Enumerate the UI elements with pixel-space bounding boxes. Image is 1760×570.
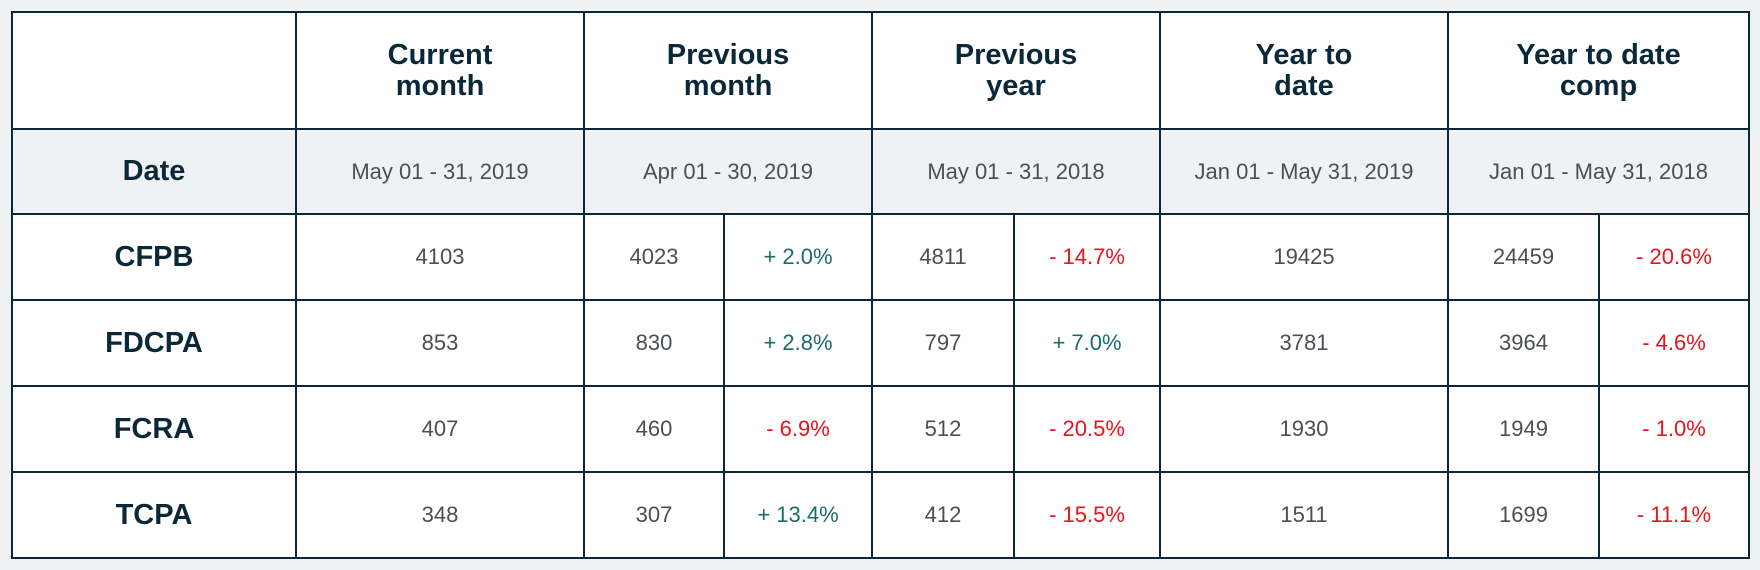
row-label: FCRA bbox=[11, 385, 297, 473]
current-month-value: 853 bbox=[295, 299, 585, 387]
ytd-comp-change: - 4.6% bbox=[1598, 299, 1750, 387]
year-to-date-value: 19425 bbox=[1159, 213, 1449, 301]
previous-year-value: 797 bbox=[871, 299, 1015, 387]
comparison-table: Current month Previous month Previous ye… bbox=[11, 11, 1750, 559]
table-row: FDCPA 853 830 + 2.8% 797 + 7.0% 3781 396… bbox=[11, 299, 1750, 387]
corner-cell bbox=[11, 11, 297, 130]
previous-month-value: 830 bbox=[583, 299, 725, 387]
col-header-line: month bbox=[683, 69, 773, 102]
previous-year-change: + 7.0% bbox=[1013, 299, 1161, 387]
table-row: CFPB 4103 4023 + 2.0% 4811 - 14.7% 19425… bbox=[11, 213, 1750, 301]
comparison-table-container: Current month Previous month Previous ye… bbox=[11, 11, 1750, 559]
previous-month-change: + 2.8% bbox=[723, 299, 873, 387]
previous-year-change: - 20.5% bbox=[1013, 385, 1161, 473]
col-header-previous-month: Previous month bbox=[583, 11, 873, 130]
date-year-to-date: Jan 01 - May 31, 2019 bbox=[1159, 128, 1449, 215]
previous-year-value: 412 bbox=[871, 471, 1015, 559]
ytd-comp-change: - 20.6% bbox=[1598, 213, 1750, 301]
date-row-label: Date bbox=[11, 128, 297, 215]
ytd-comp-value: 1949 bbox=[1447, 385, 1600, 473]
year-to-date-value: 1511 bbox=[1159, 471, 1449, 559]
previous-month-change: + 13.4% bbox=[723, 471, 873, 559]
current-month-value: 407 bbox=[295, 385, 585, 473]
row-label: CFPB bbox=[11, 213, 297, 301]
previous-month-change: - 6.9% bbox=[723, 385, 873, 473]
row-label: FDCPA bbox=[11, 299, 297, 387]
current-month-value: 348 bbox=[295, 471, 585, 559]
previous-year-value: 4811 bbox=[871, 213, 1015, 301]
col-header-line: comp bbox=[1559, 69, 1638, 102]
ytd-comp-change: - 11.1% bbox=[1598, 471, 1750, 559]
column-header-row: Current month Previous month Previous ye… bbox=[11, 11, 1750, 130]
current-month-value: 4103 bbox=[295, 213, 585, 301]
col-header-line: Year to date bbox=[1516, 38, 1681, 71]
table-row: TCPA 348 307 + 13.4% 412 - 15.5% 1511 16… bbox=[11, 471, 1750, 559]
date-current-month: May 01 - 31, 2019 bbox=[295, 128, 585, 215]
col-header-line: year bbox=[986, 69, 1046, 102]
date-ytd-comp: Jan 01 - May 31, 2018 bbox=[1447, 128, 1750, 215]
ytd-comp-value: 24459 bbox=[1447, 213, 1600, 301]
date-previous-year: May 01 - 31, 2018 bbox=[871, 128, 1161, 215]
ytd-comp-change: - 1.0% bbox=[1598, 385, 1750, 473]
col-header-ytd-comp: Year to date comp bbox=[1447, 11, 1750, 130]
previous-month-change: + 2.0% bbox=[723, 213, 873, 301]
col-header-year-to-date: Year to date bbox=[1159, 11, 1449, 130]
col-header-line: Current bbox=[387, 38, 493, 71]
date-row: Date May 01 - 31, 2019 Apr 01 - 30, 2019… bbox=[11, 128, 1750, 215]
date-previous-month: Apr 01 - 30, 2019 bbox=[583, 128, 873, 215]
col-header-line: month bbox=[395, 69, 485, 102]
previous-year-change: - 15.5% bbox=[1013, 471, 1161, 559]
col-header-current-month: Current month bbox=[295, 11, 585, 130]
col-header-previous-year: Previous year bbox=[871, 11, 1161, 130]
ytd-comp-value: 1699 bbox=[1447, 471, 1600, 559]
table-row: FCRA 407 460 - 6.9% 512 - 20.5% 1930 194… bbox=[11, 385, 1750, 473]
year-to-date-value: 1930 bbox=[1159, 385, 1449, 473]
previous-year-change: - 14.7% bbox=[1013, 213, 1161, 301]
col-header-line: date bbox=[1274, 69, 1334, 102]
previous-month-value: 307 bbox=[583, 471, 725, 559]
col-header-line: Previous bbox=[666, 38, 790, 71]
col-header-line: Previous bbox=[954, 38, 1078, 71]
row-label: TCPA bbox=[11, 471, 297, 559]
ytd-comp-value: 3964 bbox=[1447, 299, 1600, 387]
previous-month-value: 460 bbox=[583, 385, 725, 473]
year-to-date-value: 3781 bbox=[1159, 299, 1449, 387]
previous-year-value: 512 bbox=[871, 385, 1015, 473]
previous-month-value: 4023 bbox=[583, 213, 725, 301]
col-header-line: Year to bbox=[1255, 38, 1353, 71]
